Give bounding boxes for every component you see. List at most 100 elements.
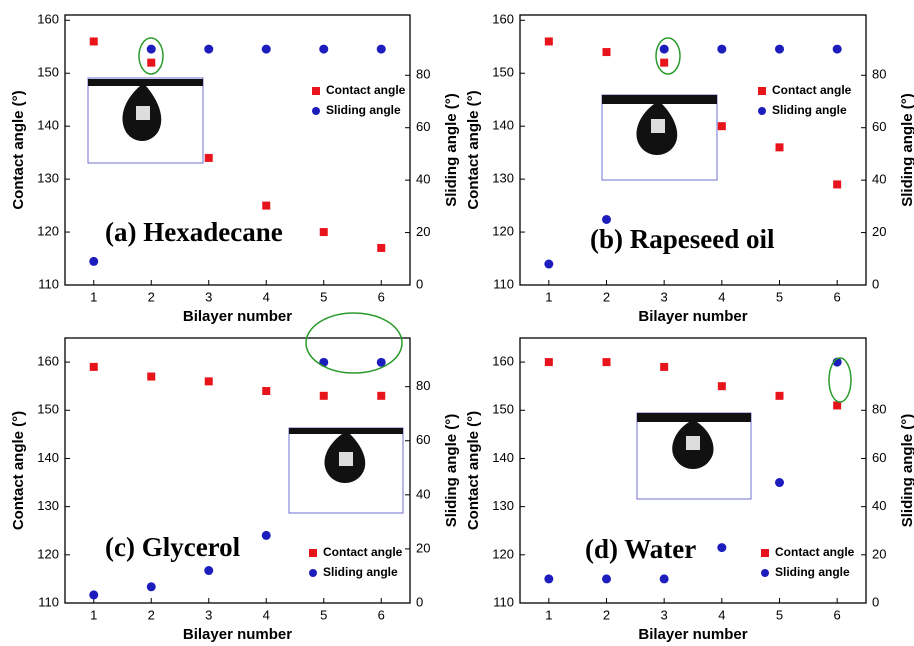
panel-title: (d) Water xyxy=(585,534,696,564)
y-tick-label: 120 xyxy=(492,546,514,561)
data-point xyxy=(660,362,669,371)
legend-marker xyxy=(309,569,317,577)
y2-axis-title: Sliding angle (°) xyxy=(443,414,460,528)
y-tick-label: 130 xyxy=(492,498,514,513)
legend-marker xyxy=(761,569,769,577)
data-point xyxy=(602,214,611,224)
panel-title: (a) Hexadecane xyxy=(105,217,283,247)
y-tick-label: 150 xyxy=(37,65,59,80)
y-tick-label: 110 xyxy=(493,276,514,291)
x-tick-label: 1 xyxy=(545,607,552,622)
y-tick-label: 130 xyxy=(37,171,59,186)
data-point xyxy=(544,574,554,584)
data-point xyxy=(89,37,98,46)
data-point xyxy=(319,391,328,400)
panel: 1 2 3 4 5 6 110 120 130 140 150 160 0 20 40 60 80 Bilayer… xyxy=(10,337,460,643)
x-tick-label: 2 xyxy=(148,289,155,304)
x-tick-label: 4 xyxy=(263,607,270,622)
plot-frame xyxy=(64,14,411,286)
legend-label: Sliding angle xyxy=(775,565,850,579)
x-axis-title: Bilayer number xyxy=(183,308,292,325)
y2-tick-label: 0 xyxy=(872,276,879,291)
x-tick-label: 4 xyxy=(718,289,725,304)
data-point xyxy=(775,44,784,54)
data-point xyxy=(377,243,386,252)
data-point xyxy=(146,582,156,592)
x-tick-label: 1 xyxy=(90,607,97,622)
data-point xyxy=(262,387,271,395)
x-axis-title: Bilayer number xyxy=(638,626,747,643)
y-tick-label: 140 xyxy=(37,450,59,465)
data-point xyxy=(832,44,842,54)
legend-marker xyxy=(758,107,766,115)
panel: 1 2 3 4 5 6 110 120 130 140 150 160 0 20 40 60 80 Bilayer… xyxy=(10,12,460,325)
y2-tick-label: 40 xyxy=(416,486,430,501)
x-axis-title: Bilayer number xyxy=(638,308,747,325)
y-tick-label: 110 xyxy=(38,276,59,291)
data-point xyxy=(261,44,271,54)
x-tick-label: 6 xyxy=(378,289,385,304)
data-point xyxy=(775,391,784,400)
data-point xyxy=(659,44,669,54)
y-axis-title: Contact angle (°) xyxy=(465,411,482,530)
data-point xyxy=(544,37,553,46)
y-tick-label: 140 xyxy=(492,450,514,465)
x-tick-label: 5 xyxy=(320,289,327,304)
data-point xyxy=(717,44,727,54)
data-point xyxy=(833,401,842,410)
y-axis-title: Contact angle (°) xyxy=(465,90,482,209)
plot-frame xyxy=(519,337,867,604)
x-tick-label: 5 xyxy=(776,289,783,304)
x-tick-label: 6 xyxy=(834,289,841,304)
droplet-inset xyxy=(87,77,204,164)
y-tick-label: 140 xyxy=(492,118,514,133)
y2-axis-title: Sliding angle (°) xyxy=(899,93,914,207)
data-point xyxy=(377,391,386,400)
y-tick-label: 160 xyxy=(492,354,514,369)
data-point xyxy=(204,44,214,54)
y-tick-label: 160 xyxy=(492,12,514,27)
y2-tick-label: 40 xyxy=(872,498,886,513)
x-tick-label: 4 xyxy=(718,607,725,622)
y-tick-label: 120 xyxy=(37,546,59,561)
y-tick-label: 150 xyxy=(37,402,59,417)
y-axis-title: Contact angle (°) xyxy=(10,411,27,530)
data-point xyxy=(89,256,99,266)
legend-label: Sliding angle xyxy=(772,103,847,117)
data-point xyxy=(204,566,214,576)
y2-tick-label: 20 xyxy=(416,224,430,239)
data-point xyxy=(319,44,329,54)
y2-tick-label: 60 xyxy=(416,119,430,134)
data-point xyxy=(717,122,726,131)
plot-frame xyxy=(64,337,411,604)
legend-marker xyxy=(312,107,320,115)
x-tick-label: 5 xyxy=(320,607,327,622)
panel: 1 2 3 4 5 6 110 120 130 140 150 160 0 20 40 60 80 Bilayer… xyxy=(465,337,914,643)
data-point xyxy=(147,58,156,67)
panel: 1 2 3 4 5 6 110 120 130 140 150 160 0 20 40 60 80 Bilayer… xyxy=(465,12,914,325)
y2-tick-label: 0 xyxy=(416,276,423,291)
y-tick-label: 160 xyxy=(37,12,59,27)
legend-label: Contact angle xyxy=(772,83,852,97)
y-tick-label: 130 xyxy=(37,498,59,513)
decorations xyxy=(87,37,852,514)
y2-tick-label: 0 xyxy=(872,594,879,609)
data-point xyxy=(602,358,611,367)
data-point xyxy=(602,574,611,584)
droplet-inset xyxy=(636,412,752,500)
x-tick-label: 2 xyxy=(603,289,610,304)
y2-tick-label: 80 xyxy=(872,402,886,417)
y2-tick-label: 80 xyxy=(872,67,886,82)
x-tick-label: 3 xyxy=(661,607,668,622)
x-tick-label: 6 xyxy=(378,607,385,622)
y2-axis-title: Sliding angle (°) xyxy=(443,93,460,207)
data-point xyxy=(204,377,213,386)
data-point xyxy=(833,180,842,189)
plot-frame xyxy=(519,14,867,286)
highlight-ellipse xyxy=(828,357,852,403)
y-axis-title: Contact angle (°) xyxy=(10,90,27,209)
x-tick-label: 1 xyxy=(545,289,552,304)
data-point xyxy=(544,259,554,269)
y-tick-label: 140 xyxy=(37,118,59,133)
